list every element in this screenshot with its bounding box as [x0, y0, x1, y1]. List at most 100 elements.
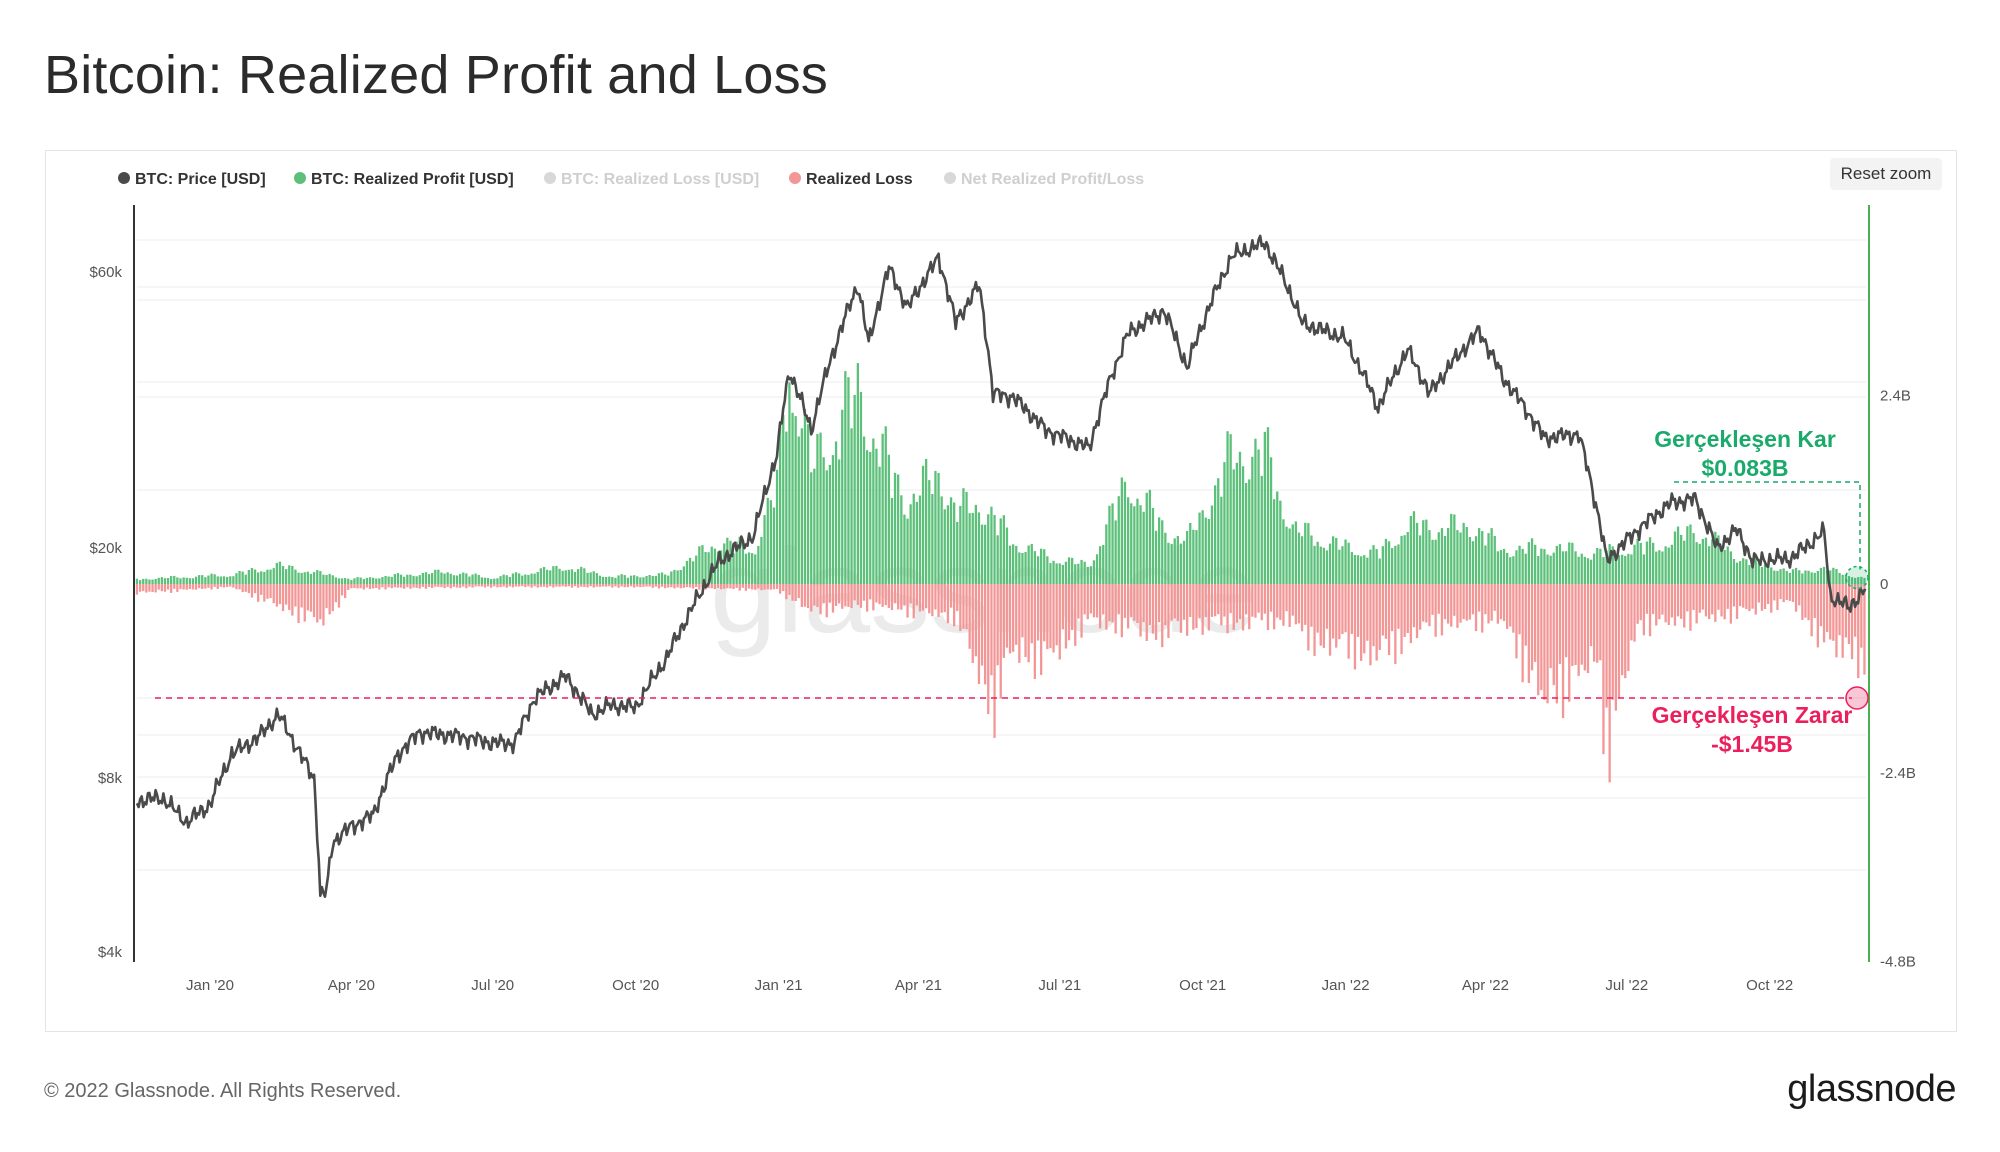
profit-bar: [468, 576, 471, 584]
loss-bar: [1636, 584, 1639, 624]
profit-bar: [235, 573, 238, 584]
loss-bar: [1459, 584, 1462, 623]
loss-bar: [1018, 584, 1021, 663]
profit-bar: [518, 573, 521, 584]
loss-bar: [1788, 584, 1791, 601]
profit-bar: [1214, 485, 1217, 584]
loss-bar: [1148, 584, 1151, 625]
loss-bar: [915, 584, 918, 606]
profit-bar: [1384, 538, 1388, 584]
profit-bar: [387, 576, 390, 584]
loss-bar: [1776, 584, 1779, 610]
loss-bar: [1310, 584, 1313, 627]
legend-item[interactable]: BTC: Realized Loss [USD]: [544, 171, 759, 188]
loss-bar: [1676, 584, 1680, 617]
loss-bar: [685, 584, 689, 588]
loss-bar: [1161, 584, 1164, 648]
loss-bar: [1801, 584, 1804, 620]
profit-bar: [912, 493, 915, 584]
loss-bar: [1397, 584, 1400, 629]
profit-bar: [1375, 549, 1378, 584]
profit-bar: [692, 561, 695, 584]
profit-bar: [570, 569, 574, 584]
loss-bar: [1785, 584, 1788, 600]
profit-bar: [1015, 545, 1018, 584]
loss-bar: [844, 584, 847, 607]
profit-bar: [810, 472, 813, 584]
loss-bar: [272, 584, 275, 604]
legend-item[interactable]: Realized Loss: [789, 171, 913, 188]
loss-bar: [232, 584, 235, 588]
profit-bar: [881, 433, 884, 584]
profit-bar: [1139, 505, 1142, 584]
profit-bar: [1117, 496, 1120, 584]
profit-bar: [226, 576, 229, 584]
reset-zoom-button[interactable]: Reset zoom: [1830, 158, 1942, 190]
profit-bar: [1130, 503, 1133, 584]
loss-bar: [1465, 584, 1468, 621]
profit-bar: [648, 575, 651, 584]
profit-bar: [1195, 530, 1198, 584]
loss-bar: [660, 584, 664, 587]
profit-bar: [676, 570, 679, 584]
profit-bar: [1092, 560, 1096, 584]
loss-bar: [1269, 584, 1273, 612]
loss-bar: [1478, 584, 1481, 612]
profit-bar: [412, 575, 415, 584]
profit-bar: [1363, 555, 1366, 584]
loss-bar: [521, 584, 524, 587]
loss-bar: [1534, 584, 1537, 662]
loss-bar: [803, 584, 807, 607]
legend-item[interactable]: Net Realized Profit/Loss: [944, 171, 1144, 188]
profit-bar: [953, 502, 956, 584]
profit-bar: [633, 575, 636, 584]
loss-bar: [909, 584, 912, 604]
profit-bar: [1726, 546, 1729, 584]
legend-item[interactable]: BTC: Price [USD]: [118, 171, 266, 188]
profit-bar: [1273, 499, 1276, 584]
profit-bar: [1341, 546, 1344, 584]
legend-item[interactable]: BTC: Realized Profit [USD]: [294, 171, 514, 188]
loss-bar: [160, 584, 163, 592]
legend-dot: [294, 172, 306, 184]
profit-bar: [819, 432, 822, 584]
loss-bar: [1257, 584, 1260, 613]
profit-bar: [1735, 562, 1739, 584]
loss-bar: [508, 584, 511, 587]
profit-bar: [325, 574, 328, 584]
loss-bar: [1223, 584, 1226, 617]
profit-bar: [1192, 529, 1195, 584]
profit-bar: [1527, 542, 1530, 584]
profit-bar: [1648, 537, 1652, 584]
loss-bar: [365, 584, 369, 588]
profit-bar: [853, 394, 856, 584]
profit-bar: [191, 578, 195, 584]
loss-bar: [769, 584, 772, 590]
loss-bar: [446, 584, 449, 587]
profit-bar: [688, 557, 692, 584]
loss-bar: [1276, 584, 1279, 618]
profit-bar: [825, 470, 828, 584]
loss-bar: [471, 584, 474, 588]
profit-bar: [530, 573, 533, 584]
loss-bar: [583, 584, 586, 587]
profit-bar: [1164, 532, 1167, 584]
profit-bar: [813, 468, 816, 584]
profit-bar: [1024, 552, 1027, 584]
loss-bar: [1540, 584, 1543, 691]
loss-bar: [1596, 584, 1599, 663]
loss-bar: [953, 584, 956, 627]
profit-bar: [347, 578, 350, 584]
profit-bar: [365, 577, 369, 584]
profit-bar: [154, 579, 157, 584]
profit-bar: [1102, 545, 1105, 584]
profit-bar: [480, 577, 483, 584]
profit-bar: [589, 572, 592, 584]
x-tick-label: Jul '22: [1605, 977, 1648, 994]
loss-bar: [598, 584, 602, 587]
profit-bar: [1123, 481, 1127, 584]
loss-bar: [648, 584, 651, 587]
profit-bar: [1499, 550, 1503, 584]
loss-bar: [1241, 584, 1245, 631]
